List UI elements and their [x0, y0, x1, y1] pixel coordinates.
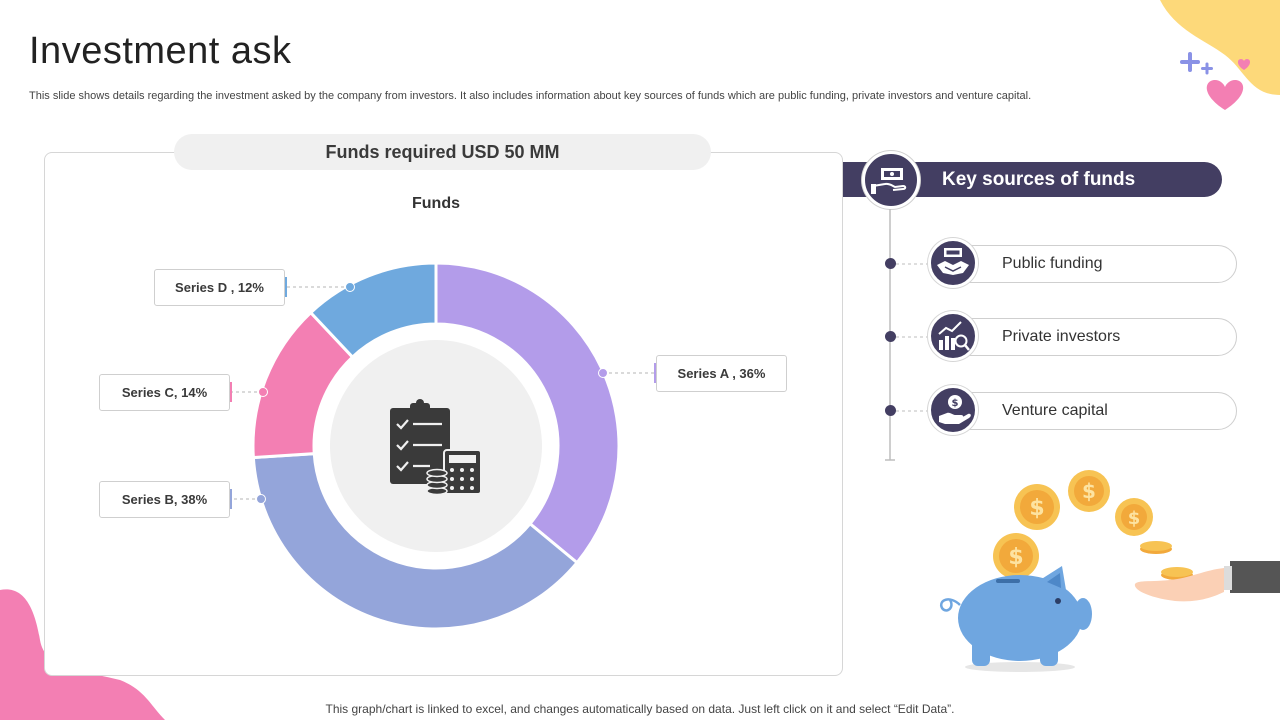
- timeline-dot: [885, 331, 896, 342]
- svg-text:$: $: [1128, 508, 1141, 529]
- coin-icon: $: [1115, 498, 1153, 536]
- clipboard-calculator-icon: [390, 399, 482, 496]
- callout-accent-series-c: [229, 382, 232, 402]
- page-subtitle: This slide shows details regarding the i…: [29, 90, 1032, 102]
- source-item-label: Venture capital: [1002, 402, 1108, 419]
- hand-money-icon: [862, 151, 920, 209]
- sparkle-plus-icon: [1180, 52, 1213, 75]
- funds-required-label: Funds required USD 50 MM: [174, 134, 711, 170]
- label-series-c: Series C, 14%: [99, 374, 230, 411]
- svg-text:$: $: [1082, 479, 1096, 503]
- callout-accent-series-b: [229, 489, 232, 509]
- svg-text:$: $: [1008, 545, 1023, 570]
- footer-note: This graph/chart is linked to excel, and…: [325, 702, 955, 716]
- handshake-icon: [928, 238, 978, 288]
- bottom-left-pink-blob: [0, 589, 165, 720]
- donut-slice-series-d[interactable]: [308, 261, 438, 360]
- page-title: Investment ask: [29, 30, 292, 72]
- hand-icon: [1134, 561, 1280, 602]
- coin-icon: $: [1014, 484, 1060, 530]
- donut-slice-series-b[interactable]: [251, 452, 580, 631]
- label-series-a: Series A , 36%: [656, 355, 787, 392]
- callout-accent-series-a: [654, 363, 657, 383]
- source-item-private-investors[interactable]: Private investors: [951, 318, 1237, 356]
- hand-dollar-icon: $: [928, 385, 978, 435]
- svg-text:$: $: [1029, 496, 1044, 521]
- leader-dot-series-d: [345, 282, 355, 292]
- timeline-dot: [885, 258, 896, 269]
- top-right-yellow-blob: [1160, 0, 1280, 95]
- coin-icon: $: [993, 533, 1039, 579]
- label-series-b: Series B, 38%: [99, 481, 230, 518]
- heart-small-icon: [1237, 59, 1251, 70]
- callout-accent-series-d: [284, 277, 287, 297]
- leader-dot-series-c: [258, 387, 268, 397]
- coin-flat-icon: [1140, 541, 1172, 551]
- heart-large-icon: [1206, 80, 1244, 110]
- label-series-d: Series D , 12%: [154, 269, 285, 306]
- source-item-venture-capital[interactable]: Venture capital: [951, 392, 1237, 430]
- svg-text:$: $: [952, 398, 959, 409]
- timeline-dot: [885, 405, 896, 416]
- source-item-label: Private investors: [1002, 328, 1121, 345]
- coin-flat-icon: [1161, 567, 1193, 577]
- leader-dot-series-a: [598, 368, 608, 378]
- growth-chart-icon: [928, 311, 978, 361]
- chart-title: Funds: [412, 195, 460, 212]
- coin-icon: $: [1068, 470, 1110, 512]
- piggy-bank-icon: [939, 566, 1092, 672]
- source-item-label: Public funding: [1002, 255, 1103, 272]
- leader-dot-series-b: [256, 494, 266, 504]
- donut-slice-series-a[interactable]: [434, 261, 621, 565]
